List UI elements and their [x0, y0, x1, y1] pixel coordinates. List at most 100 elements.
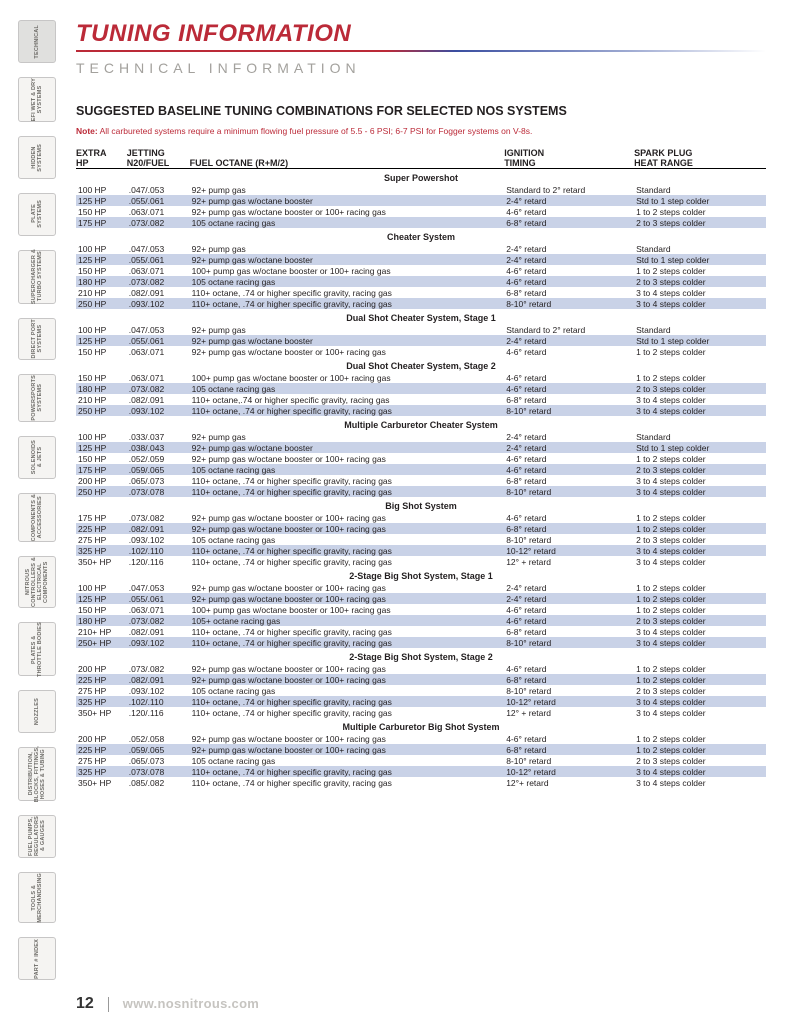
- table-cell: 100 HP: [76, 431, 127, 442]
- sidebar-tab[interactable]: EFI WET & DRY SYSTEMS: [18, 77, 56, 122]
- table-cell: 3 to 4 steps colder: [634, 777, 766, 788]
- table-cell: 200 HP: [76, 733, 127, 744]
- table-cell: 4-6° retard: [504, 604, 634, 615]
- table-row: 150 HP.063/.071100+ pump gas w/octane bo…: [76, 265, 766, 276]
- sidebar-tab[interactable]: DISTRIBUTION, BLOCKS, FITTINGS, HOSES & …: [18, 747, 56, 801]
- table-cell: 210 HP: [76, 394, 127, 405]
- sidebar-tab-label: DISTRIBUTION, BLOCKS, FITTINGS, HOSES & …: [28, 746, 46, 802]
- table-cell: 2 to 3 steps colder: [634, 383, 766, 394]
- table-cell: 6-8° retard: [504, 674, 634, 685]
- table-cell: 92+ pump gas w/octane booster: [190, 442, 505, 453]
- sidebar-tab-label: NOZZLES: [34, 698, 40, 725]
- table-cell: 125 HP: [76, 195, 127, 206]
- table-cell: 3 to 4 steps colder: [634, 405, 766, 416]
- table-cell: 275 HP: [76, 534, 127, 545]
- table-cell: 2-4° retard: [504, 593, 634, 604]
- table-cell: 4-6° retard: [504, 383, 634, 394]
- section-header-row: 2-Stage Big Shot System, Stage 2: [76, 648, 766, 663]
- table-cell: .093/.102: [127, 534, 190, 545]
- sidebar-tab[interactable]: TOOLS & MERCHANDISING: [18, 872, 56, 924]
- table-cell: 200 HP: [76, 475, 127, 486]
- table-row: 225 HP.082/.09192+ pump gas w/octane boo…: [76, 523, 766, 534]
- table-cell: 3 to 4 steps colder: [634, 298, 766, 309]
- table-cell: 3 to 4 steps colder: [634, 766, 766, 777]
- table-cell: 92+ pump gas w/octane booster or 100+ ra…: [190, 512, 505, 523]
- section-title: Dual Shot Cheater System, Stage 1: [76, 309, 766, 324]
- table-row: 325 HP.102/.110110+ octane, .74 or highe…: [76, 696, 766, 707]
- table-cell: 10-12° retard: [504, 545, 634, 556]
- table-cell: 2-4° retard: [504, 335, 634, 346]
- table-cell: 350+ HP: [76, 556, 127, 567]
- table-cell: 150 HP: [76, 206, 127, 217]
- table-cell: .102/.110: [127, 545, 190, 556]
- table-cell: 12° + retard: [504, 707, 634, 718]
- table-row: 150 HP.063/.071100+ pump gas w/octane bo…: [76, 372, 766, 383]
- table-cell: .063/.071: [127, 604, 190, 615]
- column-header: FUEL OCTANE (R+M/2): [190, 148, 505, 169]
- page-footer: 12 www.nosnitrous.com: [76, 995, 259, 1013]
- table-row: 125 HP.055/.06192+ pump gas w/octane boo…: [76, 593, 766, 604]
- table-cell: 3 to 4 steps colder: [634, 394, 766, 405]
- table-cell: 92+ pump gas w/octane booster or 100+ ra…: [190, 593, 505, 604]
- table-cell: 105 octane racing gas: [190, 217, 505, 228]
- sidebar-tab[interactable]: TECHNICAL: [18, 20, 56, 63]
- sidebar-tab[interactable]: SUPERCHARGER & TURBO SYSTEMS: [18, 250, 56, 304]
- table-cell: 110+ octane, .74 or higher specific grav…: [190, 486, 505, 497]
- sidebar-tab-label: TOOLS & MERCHANDISING: [31, 873, 43, 923]
- table-row: 275 HP.065/.073105 octane racing gas8-10…: [76, 755, 766, 766]
- sidebar-tab[interactable]: POWERSPORTS SYSTEMS: [18, 374, 56, 422]
- sidebar-tab-label: PART # INDEX: [34, 939, 40, 979]
- table-row: 210 HP.082/.091110+ octane, .74 or highe…: [76, 287, 766, 298]
- table-cell: 92+ pump gas w/octane booster: [190, 335, 505, 346]
- table-cell: 1 to 2 steps colder: [634, 512, 766, 523]
- sidebar-tab[interactable]: FUEL PUMPS, REGULATORS & GAUGES: [18, 815, 56, 858]
- table-row: 100 HP.033/.03792+ pump gas2-4° retardSt…: [76, 431, 766, 442]
- table-cell: 8-10° retard: [504, 755, 634, 766]
- table-cell: 3 to 4 steps colder: [634, 475, 766, 486]
- table-cell: Standard: [634, 184, 766, 195]
- table-cell: 92+ pump gas w/octane booster or 100+ ra…: [190, 206, 505, 217]
- table-row: 250+ HP.093/.102110+ octane, .74 or high…: [76, 637, 766, 648]
- table-cell: 8-10° retard: [504, 534, 634, 545]
- table-cell: Standard: [634, 431, 766, 442]
- table-cell: 110+ octane, .74 or higher specific grav…: [190, 777, 505, 788]
- sidebar-tabs: TECHNICAL EFI WET & DRY SYSTEMS HIDDEN SYS…: [18, 20, 56, 980]
- table-row: 200 HP.065/.073110+ octane, .74 or highe…: [76, 475, 766, 486]
- table-cell: 12°+ retard: [504, 777, 634, 788]
- table-cell: .082/.091: [127, 626, 190, 637]
- table-cell: .065/.073: [127, 755, 190, 766]
- table-cell: 225 HP: [76, 744, 127, 755]
- table-cell: 1 to 2 steps colder: [634, 453, 766, 464]
- table-cell: 125 HP: [76, 442, 127, 453]
- table-cell: 10-12° retard: [504, 766, 634, 777]
- table-cell: 2-4° retard: [504, 243, 634, 254]
- sidebar-tab-label: DIRECT PORT SYSTEMS: [31, 319, 43, 358]
- sidebar-tab[interactable]: NOZZLES: [18, 690, 56, 733]
- table-cell: .063/.071: [127, 206, 190, 217]
- section-title: 2-Stage Big Shot System, Stage 1: [76, 567, 766, 582]
- sidebar-tab[interactable]: COMPONENTS & ACCESSORIES: [18, 493, 56, 542]
- table-cell: 92+ pump gas: [190, 324, 505, 335]
- table-cell: 250 HP: [76, 298, 127, 309]
- table-cell: 4-6° retard: [504, 276, 634, 287]
- table-cell: 2-4° retard: [504, 582, 634, 593]
- sidebar-tab[interactable]: HIDDEN SYSTEMS: [18, 136, 56, 179]
- table-cell: 105 octane racing gas: [190, 685, 505, 696]
- sidebar-tab[interactable]: PLATES & THROTTLE BODIES: [18, 622, 56, 676]
- table-cell: 10-12° retard: [504, 696, 634, 707]
- sidebar-tab[interactable]: PART # INDEX: [18, 937, 56, 980]
- sidebar-tab[interactable]: DIRECT PORT SYSTEMS: [18, 318, 56, 361]
- table-cell: 200 HP: [76, 663, 127, 674]
- table-cell: Std to 1 step colder: [634, 335, 766, 346]
- table-cell: 92+ pump gas w/octane booster or 100+ ra…: [190, 733, 505, 744]
- table-cell: .047/.053: [127, 582, 190, 593]
- table-cell: 1 to 2 steps colder: [634, 663, 766, 674]
- sidebar-tab[interactable]: PLATE SYSTEMS: [18, 193, 56, 236]
- sidebar-tab[interactable]: NITROUS CONTROLLERS & ELECTRICAL COMPONE…: [18, 556, 56, 608]
- table-cell: .093/.102: [127, 298, 190, 309]
- section-header-row: Big Shot System: [76, 497, 766, 512]
- table-cell: 4-6° retard: [504, 663, 634, 674]
- table-row: 125 HP.038/.04392+ pump gas w/octane boo…: [76, 442, 766, 453]
- sidebar-tab[interactable]: SOLENOIDS & JETS: [18, 436, 56, 479]
- table-cell: 100 HP: [76, 582, 127, 593]
